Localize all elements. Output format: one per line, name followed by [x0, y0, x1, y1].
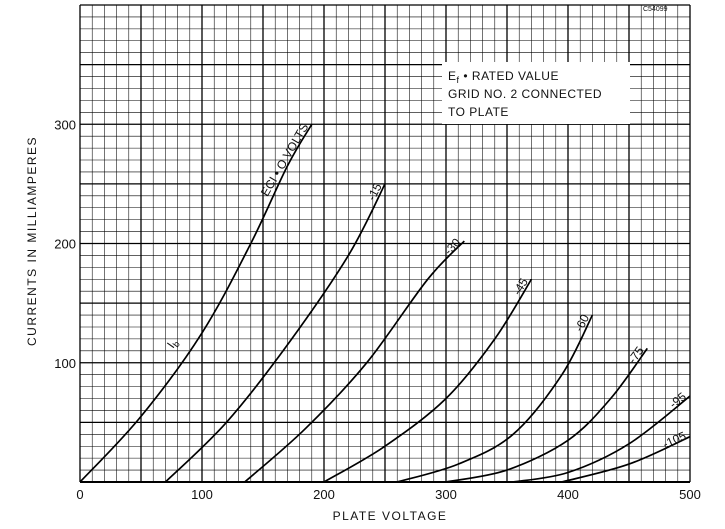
- series-line-75: [445, 347, 648, 483]
- series-line-45: [323, 278, 533, 483]
- figure-code: C54099: [643, 6, 668, 13]
- series-label-eci-o-volts: ECI • O VOLTS: [258, 121, 311, 199]
- y-tick-label: 100: [54, 356, 76, 371]
- y-tick-label: 200: [54, 237, 76, 252]
- y-axis-title: CURRENTS IN MILLIAMPERES: [25, 136, 39, 346]
- x-axis-title: PLATE VOLTAGE: [333, 509, 448, 523]
- grid: [79, 4, 691, 483]
- annotation-line2: GRID NO. 2 CONNECTED: [448, 87, 602, 101]
- series-line-60: [396, 314, 594, 483]
- x-tick-labels: 0 100 200 300 400 500: [76, 487, 700, 502]
- annotation-box: Ef • RATED VALUE GRID NO. 2 CONNECTED TO…: [442, 62, 630, 124]
- series-label-45: -45: [510, 275, 531, 297]
- series-note-ib: Ib: [164, 336, 182, 352]
- x-tick-label: 300: [435, 487, 457, 502]
- series-label-105: -105: [661, 429, 689, 452]
- y-tick-labels: 100 200 300: [54, 117, 76, 371]
- x-tick-label: 200: [313, 487, 335, 502]
- annotation-line3: TO PLATE: [448, 105, 509, 119]
- x-tick-label: 400: [557, 487, 579, 502]
- series-line-105: [561, 435, 691, 483]
- x-tick-label: 100: [191, 487, 213, 502]
- series-label-95: -95: [667, 389, 690, 411]
- x-tick-label: 500: [679, 487, 701, 502]
- series-label-30: -30: [441, 235, 463, 257]
- series-line-eci-o-volts: [79, 123, 313, 483]
- series-line-30: [244, 240, 465, 483]
- x-tick-label: 0: [76, 487, 83, 502]
- series-line-15: [164, 183, 386, 483]
- series-line-95: [512, 395, 691, 483]
- y-tick-label: 300: [54, 117, 76, 132]
- annotation-line1: Ef • RATED VALUE: [448, 69, 559, 85]
